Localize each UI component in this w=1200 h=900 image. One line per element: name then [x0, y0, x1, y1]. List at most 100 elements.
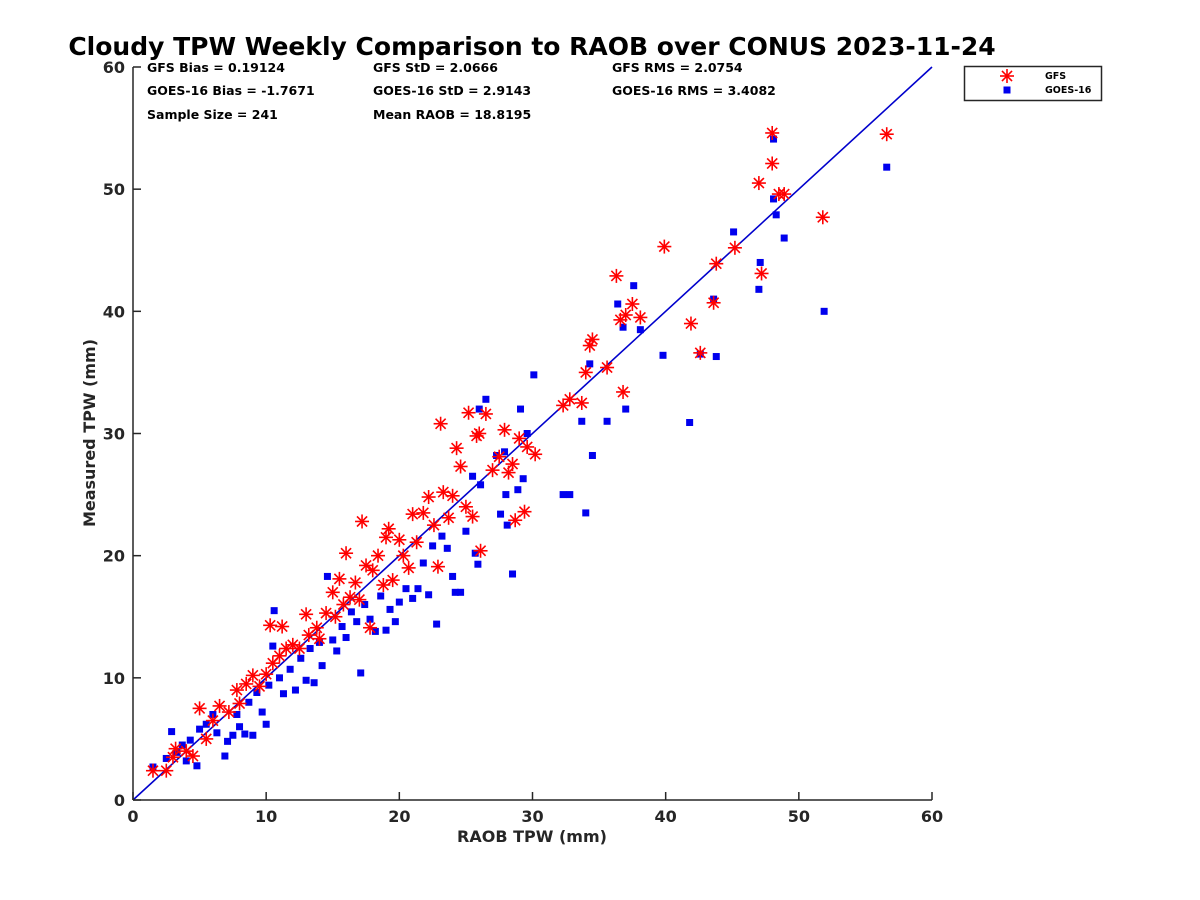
goes-point: [755, 285, 763, 293]
gfs-point: [765, 156, 780, 171]
gfs-point: [754, 266, 769, 281]
gfs-point: [385, 573, 400, 588]
gfs-point: [478, 406, 493, 421]
goes-point: [523, 430, 531, 437]
goes-point: [622, 405, 630, 413]
goes-point: [614, 300, 622, 308]
gfs-point: [609, 268, 624, 283]
y-tick-label: 60: [103, 58, 125, 77]
stat-gfs-rms: GFS RMS = 2.0754: [612, 60, 743, 75]
goes-point: [425, 591, 433, 599]
goes-point: [395, 598, 403, 606]
gfs-point: [633, 310, 648, 325]
gfs-point: [618, 307, 633, 322]
goes-point: [630, 282, 638, 290]
goes-point: [820, 307, 828, 315]
goes-point: [414, 585, 422, 593]
chart-title: Cloudy TPW Weekly Comparison to RAOB ove…: [68, 32, 995, 61]
gfs-point: [508, 513, 523, 528]
x-tick-label: 30: [521, 807, 543, 826]
gfs-point: [574, 395, 589, 410]
goes-point: [730, 228, 738, 236]
goes-point: [462, 527, 470, 535]
goes-point: [756, 258, 764, 266]
gfs-point: [299, 607, 314, 622]
gfs-point: [221, 705, 236, 720]
gfs-point: [449, 441, 464, 456]
gfs-point: [396, 548, 411, 563]
goes-point: [342, 634, 350, 642]
goes-point: [302, 676, 310, 684]
gfs-point: [348, 575, 363, 590]
goes-point: [469, 472, 477, 480]
goes-point: [514, 486, 522, 494]
gfs-point: [263, 618, 278, 633]
gfs-point: [365, 563, 380, 578]
goes-point: [229, 731, 237, 739]
goes-point: [249, 731, 257, 739]
legend-box: [963, 65, 1103, 102]
gfs-point: [430, 559, 445, 574]
stat-mean-raob: Mean RAOB = 18.8195: [373, 107, 531, 122]
goes-point: [196, 725, 204, 733]
goes-point: [482, 395, 490, 403]
goes-point: [221, 752, 229, 760]
goes-point: [493, 451, 501, 459]
goes-point: [371, 627, 379, 635]
y-tick-label: 40: [103, 302, 125, 321]
goes-point: [686, 419, 694, 427]
goes-point: [353, 618, 361, 626]
goes-point: [475, 405, 483, 413]
x-tick-label: 40: [655, 807, 677, 826]
goes-point: [451, 588, 459, 596]
goes-point: [519, 475, 527, 483]
goes-point: [270, 607, 278, 615]
goes-point: [419, 559, 427, 567]
gfs-point: [497, 422, 512, 437]
gfs-point: [381, 521, 396, 536]
goes-point: [168, 728, 176, 736]
gfs-series-layer: [145, 125, 894, 778]
goes-point: [712, 353, 720, 361]
gfs-point: [520, 439, 535, 454]
gfs-point: [332, 571, 347, 586]
goes-point: [236, 723, 244, 731]
legend-gfs-marker: [1000, 69, 1014, 83]
gfs-point: [426, 518, 441, 533]
legend-gfs-label: GFS: [1045, 71, 1066, 82]
gfs-point: [199, 731, 214, 746]
gfs-point: [706, 295, 721, 310]
goes-point: [377, 592, 385, 600]
goes-point: [780, 234, 788, 242]
stat-gfs-bias: GFS Bias = 0.19124: [147, 60, 285, 75]
gfs-point: [145, 763, 160, 778]
x-tick-label: 20: [388, 807, 410, 826]
gfs-point: [352, 592, 367, 607]
gfs-point: [409, 535, 424, 550]
goes-point: [182, 757, 190, 765]
goes-point: [409, 594, 417, 602]
gfs-point: [433, 416, 448, 431]
goes-point: [883, 163, 891, 171]
gfs-point: [185, 749, 200, 764]
gfs-point: [461, 405, 476, 420]
y-tick-label: 0: [114, 791, 125, 810]
goes-point: [770, 195, 778, 203]
y-tick-label: 20: [103, 547, 125, 566]
gfs-point: [445, 488, 460, 503]
goes-point: [323, 572, 331, 580]
goes-point: [329, 636, 337, 644]
goes-point: [233, 710, 241, 718]
goes-series-layer: [149, 135, 891, 771]
gfs-point: [485, 463, 500, 478]
goes-point: [588, 451, 596, 459]
stat-goes-bias: GOES-16 Bias = -1.7671: [147, 83, 315, 98]
x-tick-label: 0: [127, 807, 138, 826]
goes-point: [770, 135, 778, 143]
gfs-point: [765, 125, 780, 140]
stat-goes-rms: GOES-16 RMS = 3.4082: [612, 83, 776, 98]
plot-area: [132, 66, 933, 801]
goes-point: [502, 491, 510, 499]
legend-goes-square: [1003, 86, 1011, 94]
gfs-point: [657, 239, 672, 254]
